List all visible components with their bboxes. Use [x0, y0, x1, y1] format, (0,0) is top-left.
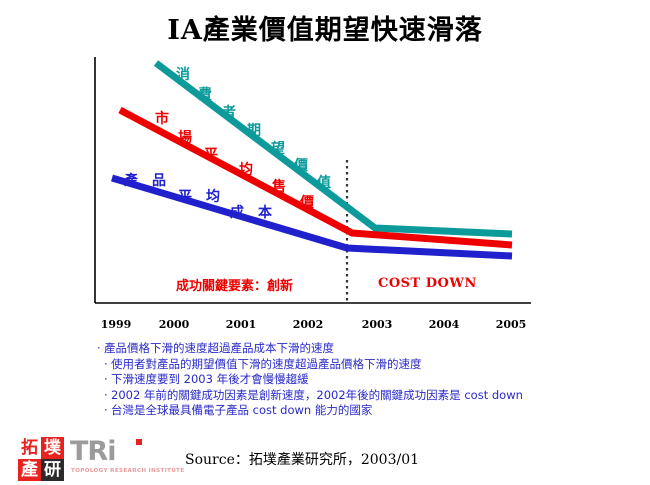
bullet-marker-icon: ·: [97, 341, 101, 355]
series-label-char-red-4: 均: [239, 162, 253, 178]
list-item-label: 下滑速度要到 2003 年後才會慢慢趨緩: [111, 372, 309, 387]
tri-logo-char-1: 拓: [18, 437, 41, 459]
annotation-success-factor-innovation: 成功關鍵要素：創新: [176, 279, 294, 294]
series-line-consumer-expected-value: [153, 60, 513, 238]
list-item-label: 使用者對產品的期望價值下滑的速度超過產品價格下滑的速度: [111, 356, 422, 371]
list-item-label: 台灣是全球最具備電子產品 cost down 能力的國家: [111, 403, 373, 418]
x-axis-tick-2002: 2002: [292, 318, 324, 331]
tri-logo-char-2: 墣: [41, 437, 64, 459]
x-axis-tick-2003: 2003: [361, 318, 393, 331]
series-label-char-teal-7: 值: [317, 175, 331, 191]
tri-logo-dot-icon: [136, 439, 142, 445]
value-expectation-line-chart: 消 費 者 期 望 價 值 市 場 平 均 售 價 產 品 平 均 成 本 成功…: [94, 57, 531, 331]
series-label-char-teal-2: 費: [198, 87, 212, 103]
x-axis-tick-2000: 2000: [158, 318, 190, 331]
series-label-char-teal-6: 價: [294, 158, 308, 174]
bullet-marker-icon: ·: [104, 372, 108, 387]
x-axis-tick-2005: 2005: [495, 318, 527, 331]
series-label-char-teal-4: 期: [247, 123, 261, 139]
series-label-char-teal-1: 消: [176, 67, 190, 83]
chart-svg: [94, 57, 531, 304]
page-title: IA產業價值期望快速滑落: [167, 15, 483, 46]
tri-logo-cjk-block: 拓 墣 產 研: [18, 437, 64, 481]
list-item: · 2002 年前的關鍵成功因素是創新速度，2002年後的關鍵成功因素是 cos…: [104, 388, 644, 404]
series-line-market-average-price: [118, 106, 513, 249]
bullet-marker-icon: ·: [104, 387, 108, 402]
series-label-char-blue-5: 成: [230, 205, 244, 221]
series-label-char-teal-5: 望: [271, 141, 285, 157]
series-label-char-blue-6: 本: [258, 205, 272, 221]
list-item: · 產品價格下滑的速度超過產品成本下滑的速度: [97, 341, 644, 357]
series-label-char-blue-2: 品: [152, 173, 166, 189]
series-label-char-blue-4: 均: [206, 189, 220, 205]
bullet-marker-icon: ·: [104, 356, 108, 371]
list-item: · 台灣是全球最具備電子產品 cost down 能力的國家: [104, 403, 644, 419]
annotation-cost-down: COST DOWN: [378, 276, 477, 291]
series-label-char-teal-3: 者: [222, 105, 236, 121]
list-item: · 使用者對產品的期望價值下滑的速度超過產品價格下滑的速度: [104, 357, 644, 373]
x-axis-tick-2001: 2001: [225, 318, 257, 331]
series-label-char-red-3: 平: [204, 147, 218, 163]
series-label-char-red-2: 場: [178, 130, 192, 146]
series-line-product-average-cost: [111, 174, 513, 260]
series-label-char-red-1: 市: [155, 111, 169, 127]
list-item-label: 2002 年前的關鍵成功因素是創新速度，2002年後的關鍵成功因素是 cost …: [111, 387, 523, 402]
series-label-char-red-5: 售: [272, 179, 286, 195]
tri-logo-char-3: 產: [18, 459, 41, 481]
series-label-char-red-6: 價: [300, 195, 314, 211]
list-item: · 下滑速度要到 2003 年後才會慢慢趨緩: [104, 372, 644, 388]
bullet-marker-icon: ·: [104, 403, 108, 418]
series-label-char-blue-3: 平: [178, 189, 192, 205]
x-axis-tick-2004: 2004: [428, 318, 460, 331]
series-label-char-blue-1: 產: [124, 173, 138, 189]
tri-logo: 拓 墣 產 研 TRi TOPOLOGY RESEARCH INSTITUTE: [18, 436, 184, 481]
tri-logo-subtitle: TOPOLOGY RESEARCH INSTITUTE: [71, 468, 185, 474]
tri-logo-char-4: 研: [41, 459, 64, 481]
tri-logo-wordmark: TRi: [70, 436, 116, 467]
source-note: Source：拓墣產業研究所，2003/01: [185, 452, 420, 468]
bullet-list: · 產品價格下滑的速度超過產品成本下滑的速度 · 使用者對產品的期望價值下滑的速…: [97, 341, 644, 419]
x-axis-tick-1999: 1999: [100, 318, 132, 331]
list-item-label: 產品價格下滑的速度超過產品成本下滑的速度: [104, 341, 334, 355]
